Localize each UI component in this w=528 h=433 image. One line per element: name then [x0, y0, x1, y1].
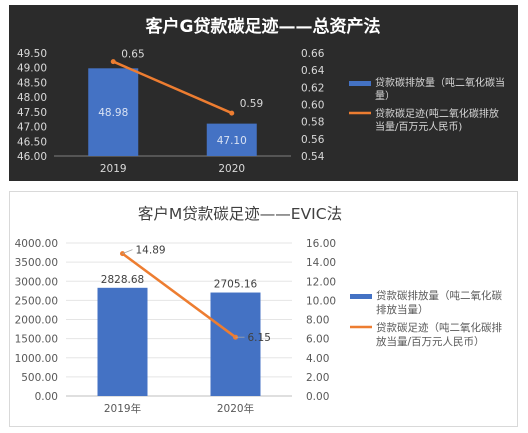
bar-data-label: 2705.16 — [214, 279, 258, 291]
y-left-tick-label: 1500.00 — [15, 334, 58, 346]
bar-data-label: 47.10 — [217, 135, 247, 147]
y-right-tick-label: 8.00 — [306, 315, 329, 327]
x-category-label: 2019 — [100, 163, 127, 175]
y-right-tick-label: 0.60 — [301, 100, 324, 112]
line-data-label: 0.65 — [121, 49, 144, 61]
y-left-tick-label: 1000.00 — [15, 353, 58, 365]
y-left-tick-label: 2000.00 — [15, 315, 58, 327]
y-right-tick-label: 0.66 — [301, 48, 325, 60]
y-right-tick-label: 2.00 — [306, 372, 329, 384]
y-left-tick-label: 2500.00 — [15, 295, 58, 307]
chart-title: 客户M贷款碳足迹——EVIC法 — [138, 205, 342, 223]
y-right-tick-label: 14.00 — [306, 257, 336, 269]
y-left-tick-label: 3000.00 — [15, 276, 58, 288]
line-data-label: 14.89 — [136, 245, 166, 257]
legend-label-bar: 量） — [375, 90, 395, 102]
y-right-tick-label: 0.54 — [301, 151, 325, 163]
bar-data-label: 2828.68 — [101, 274, 144, 286]
y-right-tick-label: 6.00 — [306, 334, 329, 346]
legend-label-bar: 贷款碳排放量（吨二氧化碳当 — [375, 76, 505, 89]
x-category-label: 2020 — [218, 163, 245, 175]
legend-swatch-bar — [349, 81, 371, 86]
line-point — [120, 251, 125, 257]
chart-g-svg: 客户G贷款碳足迹——总资产法 46.00 46.50 47.00 47.50 48.00 4… — [17, 16, 505, 175]
y-right-tick-label: 4.00 — [306, 353, 329, 365]
legend-swatch-bar — [350, 294, 372, 299]
y-left-tick-label: 48.50 — [17, 77, 47, 89]
x-category-label: 2019年 — [104, 402, 141, 415]
y-left-tick-label: 3500.00 — [15, 257, 58, 269]
legend-label-line: 放当量/百万元人民币） — [376, 335, 485, 348]
y-left-tick-label: 500.00 — [21, 372, 58, 384]
y-left-tick-label: 47.00 — [17, 122, 47, 134]
y-left-tick-label: 48.00 — [17, 92, 47, 104]
y-right-tick-label: 16.00 — [306, 238, 336, 250]
bar-2019年 — [97, 287, 148, 396]
legend-label-line: 贷款碳足迹（吨二氧化碳排 — [376, 321, 502, 334]
legend-label-bar: 排放当量） — [376, 303, 429, 316]
bar-2020年 — [210, 292, 261, 396]
line-data-label: 0.59 — [240, 98, 263, 110]
bar-2020 — [206, 123, 257, 156]
y-right-tick-label: 0.62 — [301, 82, 324, 94]
line-data-label: 6.15 — [248, 332, 271, 344]
y-right-tick-label: 0.64 — [301, 65, 325, 77]
line-label-leader — [122, 249, 133, 254]
y-right-tick-label: 12.00 — [306, 276, 336, 288]
y-right-tick-label: 0.56 — [301, 134, 325, 146]
y-right-tick-label: 0.58 — [301, 117, 324, 129]
y-left-tick-label: 49.50 — [17, 48, 47, 60]
y-left-tick-label: 4000.00 — [15, 238, 58, 250]
legend-label-line: 贷款碳足迹(吨二氧化碳排放 — [375, 107, 499, 120]
y-left-tick-label: 47.50 — [17, 107, 47, 119]
y-right-tick-label: 0.00 — [306, 391, 329, 403]
legend-label-bar: 贷款碳排放量（吨二氧化碳 — [376, 289, 502, 302]
chart-m-svg: 客户M贷款碳足迹——EVIC法 0.00 500.00 1000.00 1500.00 2… — [15, 205, 503, 415]
y-left-tick-label: 46.00 — [17, 151, 47, 163]
chart-title: 客户G贷款碳足迹——总资产法 — [145, 16, 381, 37]
line-point — [229, 110, 235, 116]
x-category-label: 2020年 — [217, 402, 254, 415]
bar-data-label: 48.98 — [98, 107, 128, 119]
y-left-tick-label: 0.00 — [35, 391, 58, 403]
legend-label-line: 当量/百万元人民币) — [375, 120, 462, 133]
line-point — [110, 59, 116, 65]
bar-2019 — [88, 68, 139, 156]
line-series-footprint — [121, 252, 237, 339]
y-left-tick-label: 46.50 — [17, 136, 47, 148]
chart-m-panel: 客户M贷款碳足迹——EVIC法 0.00 500.00 1000.00 1500.00 2… — [9, 191, 518, 427]
y-right-tick-label: 10.00 — [306, 295, 336, 307]
chart-g-panel: 客户G贷款碳足迹——总资产法 46.00 46.50 47.00 47.50 48.00 4… — [9, 5, 518, 181]
line-series-footprint — [112, 60, 233, 115]
y-left-tick-label: 49.00 — [17, 63, 47, 75]
